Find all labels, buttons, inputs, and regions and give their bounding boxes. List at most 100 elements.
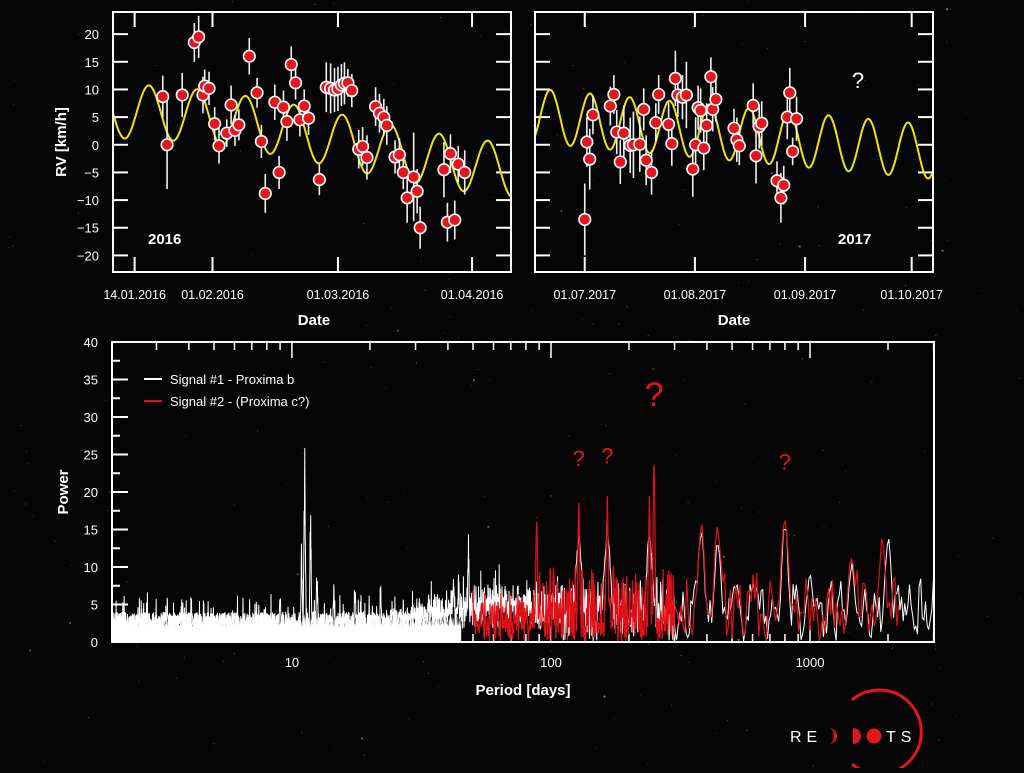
data-point (276, 100, 291, 114)
star (487, 525, 490, 528)
star (363, 754, 365, 756)
data-point (360, 150, 374, 165)
star (109, 491, 111, 493)
data-point (407, 170, 421, 184)
star (214, 746, 216, 748)
star (647, 643, 649, 645)
star (333, 2, 335, 4)
star (946, 240, 948, 242)
star (370, 367, 372, 369)
star (468, 232, 470, 234)
star (1019, 599, 1021, 601)
star (798, 245, 801, 248)
star (13, 103, 14, 105)
star (157, 64, 159, 66)
star (624, 62, 626, 64)
star (779, 243, 781, 245)
star (503, 30, 505, 31)
data-point (288, 76, 303, 90)
star (838, 235, 840, 237)
star (839, 501, 841, 503)
star (366, 325, 368, 326)
question-annotation: ? (645, 376, 664, 414)
logo-crescent-icon (829, 728, 837, 744)
star (489, 379, 491, 381)
star (556, 134, 558, 136)
star (924, 450, 926, 452)
star (69, 621, 72, 625)
signal1-noise-fill (112, 613, 462, 642)
star (105, 399, 107, 401)
star (14, 79, 15, 81)
data-point (704, 70, 718, 84)
ytick-label: 5 (92, 110, 99, 125)
star (849, 631, 851, 633)
star (257, 599, 259, 601)
rv-2016-fit-curve (112, 84, 512, 198)
ytick-label: 20 (85, 27, 99, 42)
star (183, 657, 185, 659)
data-point (380, 118, 394, 133)
star (124, 94, 126, 96)
star (470, 385, 472, 387)
data-point (437, 163, 451, 177)
star (471, 289, 473, 291)
star (626, 306, 628, 308)
star (485, 153, 487, 154)
star (323, 361, 324, 363)
data-point (280, 114, 294, 129)
rv-2016-xtick-labels: 14.01.2016 01.02.2016 01.03.2016 01.04.2016 (103, 288, 503, 302)
star (213, 743, 215, 745)
data-point (633, 137, 647, 151)
logo-text-right: TS (886, 729, 916, 746)
star (613, 198, 615, 200)
rv-2017-frame (534, 11, 934, 273)
legend-label-signal1: Signal #1 - Proxima b (170, 372, 294, 387)
star (25, 503, 27, 505)
periodogram-frame (111, 341, 935, 643)
star (420, 260, 422, 262)
data-point (777, 178, 791, 192)
star (738, 281, 740, 283)
data-point (586, 108, 600, 122)
data-point (637, 102, 651, 116)
star (74, 18, 76, 20)
star (27, 463, 29, 465)
star (314, 3, 316, 5)
star (727, 719, 729, 721)
star (393, 83, 395, 85)
data-point (649, 116, 663, 130)
data-point (583, 152, 597, 166)
ytick-label: 0 (91, 635, 98, 650)
data-point (679, 88, 693, 102)
star (484, 496, 486, 498)
star (493, 197, 495, 199)
star (802, 358, 804, 360)
star (427, 166, 429, 168)
star (938, 739, 940, 741)
star (319, 293, 321, 295)
star (981, 290, 983, 292)
star (448, 279, 450, 281)
data-point (356, 139, 370, 154)
data-point (697, 141, 711, 155)
star (210, 302, 212, 304)
star (746, 730, 748, 731)
data-point (242, 49, 256, 63)
data-point (413, 221, 427, 235)
rv-2017-points (578, 50, 804, 256)
rv-ylabel: RV [km/h] (53, 107, 70, 177)
star (911, 765, 913, 767)
ytick-label: 30 (84, 410, 98, 425)
data-point (258, 186, 272, 201)
data-point (727, 121, 741, 135)
star (182, 135, 184, 137)
star (78, 212, 79, 214)
star (86, 439, 88, 441)
star (205, 398, 207, 400)
star (860, 13, 861, 15)
data-point (789, 112, 804, 126)
star (176, 677, 178, 679)
rv-2016-frame (112, 11, 512, 273)
data-point (202, 81, 216, 95)
